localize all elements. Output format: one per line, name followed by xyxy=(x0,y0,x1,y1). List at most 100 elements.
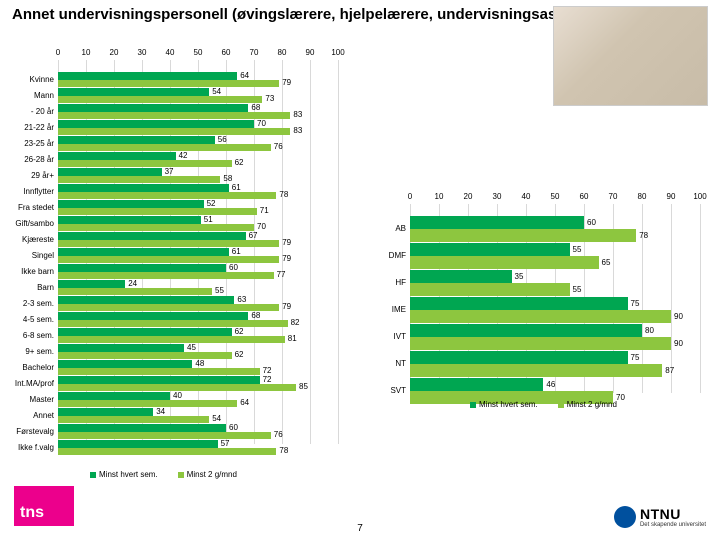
row-label: Kjæreste xyxy=(22,236,58,244)
axis-tick: 20 xyxy=(110,48,119,57)
bar: 62 xyxy=(58,328,232,336)
row-label: SVT xyxy=(390,387,410,395)
chart-row: Innflytter6178 xyxy=(58,184,338,199)
legend-swatch xyxy=(558,402,564,408)
chart-row: Ikke f.valg5778 xyxy=(58,440,338,455)
axis-tick: 70 xyxy=(609,192,618,201)
bar-value: 73 xyxy=(262,95,274,103)
bar: 90 xyxy=(410,310,671,323)
bar: 34 xyxy=(58,408,153,416)
bar-value: 46 xyxy=(543,381,555,389)
axis-tick: 10 xyxy=(82,48,91,57)
bar: 63 xyxy=(58,296,234,304)
bar-value: 85 xyxy=(296,383,308,391)
bar: 61 xyxy=(58,248,229,256)
bar-value: 81 xyxy=(285,335,297,343)
bar: 65 xyxy=(410,256,599,269)
chart-row: Ikke barn6077 xyxy=(58,264,338,279)
row-label: 9+ sem. xyxy=(25,348,58,356)
row-label: Mann xyxy=(34,92,58,100)
legend-swatch xyxy=(90,472,96,478)
bar: 57 xyxy=(58,440,218,448)
chart-row: Singel6179 xyxy=(58,248,338,263)
ntnu-circle-icon xyxy=(614,506,636,528)
chart-row: 29 år+3758 xyxy=(58,168,338,183)
axis-tick: 20 xyxy=(464,192,473,201)
bar: 24 xyxy=(58,280,125,288)
ntnu-subtitle: Det skapende universitet xyxy=(640,522,706,528)
row-label: 21-22 år xyxy=(24,124,58,132)
bar: 68 xyxy=(58,312,248,320)
bar-value: 62 xyxy=(232,159,244,167)
bar-value: 82 xyxy=(288,319,300,327)
axis-tick: 0 xyxy=(408,192,412,201)
legend-label: Minst hvert sem. xyxy=(479,400,538,409)
bar-value: 55 xyxy=(570,286,582,294)
bar: 79 xyxy=(58,304,279,312)
bar: 37 xyxy=(58,168,162,176)
bar-value: 58 xyxy=(220,175,232,183)
ntnu-text: NTNU xyxy=(640,506,706,522)
axis-tick: 90 xyxy=(306,48,315,57)
row-label: Master xyxy=(30,396,58,404)
chart-row: Annet3454 xyxy=(58,408,338,423)
axis-tick: 60 xyxy=(580,192,589,201)
chart-row: 4-5 sem.6882 xyxy=(58,312,338,327)
chart-row: 26-28 år4262 xyxy=(58,152,338,167)
chart-row: 2-3 sem.6379 xyxy=(58,296,338,311)
bar-value: 60 xyxy=(584,219,596,227)
bar: 72 xyxy=(58,376,260,384)
bar: 83 xyxy=(58,112,290,120)
bar: 56 xyxy=(58,136,215,144)
row-label: 26-28 år xyxy=(24,156,58,164)
left-chart: 0102030405060708090100Kvinne6479Mann5473… xyxy=(58,48,338,444)
bar: 76 xyxy=(58,432,271,440)
bar: 60 xyxy=(58,264,226,272)
bar: 45 xyxy=(58,344,184,352)
bar: 51 xyxy=(58,216,201,224)
chart-row: Int.MA/prof7285 xyxy=(58,376,338,391)
axis-tick: 100 xyxy=(331,48,344,57)
axis-tick: 40 xyxy=(522,192,531,201)
bar: 68 xyxy=(58,104,248,112)
axis-tick: 50 xyxy=(194,48,203,57)
bar-value: 79 xyxy=(279,79,291,87)
bar-value: 75 xyxy=(628,300,640,308)
legend-swatch xyxy=(178,472,184,478)
chart-row: IVT8090 xyxy=(410,324,700,350)
chart-row: 23-25 år5676 xyxy=(58,136,338,151)
bar-value: 78 xyxy=(276,447,288,455)
right-chart: 0102030405060708090100AB6078DMF5565HF355… xyxy=(410,192,700,393)
bar: 76 xyxy=(58,144,271,152)
bar: 52 xyxy=(58,200,204,208)
bar: 79 xyxy=(58,80,279,88)
row-label: - 20 år xyxy=(31,108,58,116)
bar-value: 77 xyxy=(274,271,286,279)
bar: 42 xyxy=(58,152,176,160)
bar-value: 35 xyxy=(512,273,524,281)
chart-row: Mann5473 xyxy=(58,88,338,103)
bar: 48 xyxy=(58,360,192,368)
bar-value: 55 xyxy=(570,246,582,254)
bar-value: 54 xyxy=(209,415,221,423)
bar-value: 64 xyxy=(237,399,249,407)
row-label: Annet xyxy=(33,412,58,420)
bar: 60 xyxy=(58,424,226,432)
bar-value: 78 xyxy=(636,232,648,240)
bar: 87 xyxy=(410,364,662,377)
row-label: 4-5 sem. xyxy=(23,316,58,324)
bar: 54 xyxy=(58,88,209,96)
axis-tick: 40 xyxy=(166,48,175,57)
chart-row: NT7587 xyxy=(410,351,700,377)
ntnu-logo: NTNU Det skapende universitet xyxy=(614,506,706,528)
bar-value: 83 xyxy=(290,111,302,119)
bar: 64 xyxy=(58,72,237,80)
bar-value: 87 xyxy=(662,367,674,375)
bar: 70 xyxy=(58,120,254,128)
chart-row: - 20 år6883 xyxy=(58,104,338,119)
axis-tick: 50 xyxy=(551,192,560,201)
axis-tick: 0 xyxy=(56,48,60,57)
bar: 79 xyxy=(58,256,279,264)
axis-tick: 30 xyxy=(138,48,147,57)
row-label: Int.MA/prof xyxy=(15,380,58,388)
